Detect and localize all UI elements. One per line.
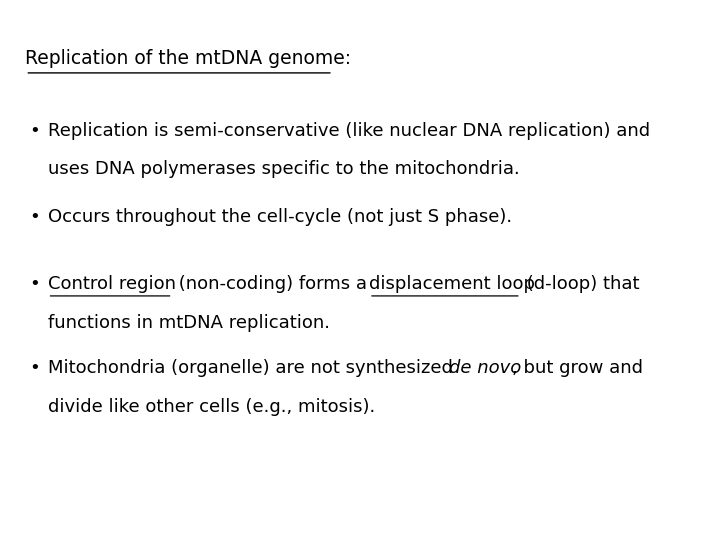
Text: •: • <box>30 275 40 293</box>
Text: divide like other cells (e.g., mitosis).: divide like other cells (e.g., mitosis). <box>48 398 375 416</box>
Text: •: • <box>30 208 40 226</box>
Text: Replication of the mtDNA genome:: Replication of the mtDNA genome: <box>25 49 351 68</box>
Text: displacement loop: displacement loop <box>369 275 535 293</box>
Text: Occurs throughout the cell-cycle (not just S phase).: Occurs throughout the cell-cycle (not ju… <box>48 208 512 226</box>
Text: •: • <box>30 359 40 377</box>
Text: de novo: de novo <box>449 359 521 377</box>
Text: uses DNA polymerases specific to the mitochondria.: uses DNA polymerases specific to the mit… <box>48 160 519 178</box>
Text: Mitochondria (organelle) are not synthesized: Mitochondria (organelle) are not synthes… <box>48 359 458 377</box>
Text: , but grow and: , but grow and <box>512 359 643 377</box>
Text: Control region: Control region <box>48 275 176 293</box>
Text: Replication is semi-conservative (like nuclear DNA replication) and: Replication is semi-conservative (like n… <box>48 122 649 139</box>
Text: (d-loop) that: (d-loop) that <box>521 275 639 293</box>
Text: functions in mtDNA replication.: functions in mtDNA replication. <box>48 314 330 332</box>
Text: •: • <box>30 122 40 139</box>
Text: (non-coding) forms a: (non-coding) forms a <box>173 275 372 293</box>
